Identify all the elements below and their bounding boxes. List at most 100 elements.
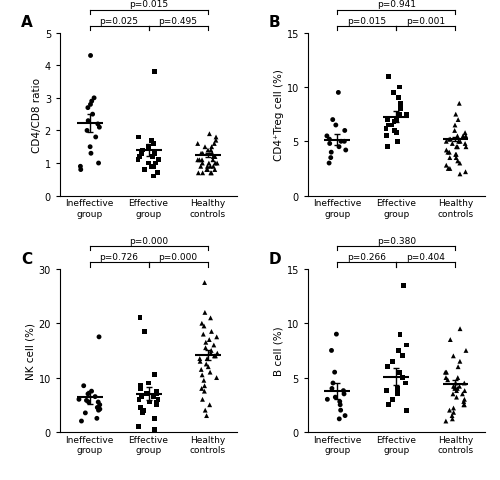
Point	[201, 309, 209, 317]
Point	[462, 133, 470, 141]
Point	[140, 167, 148, 174]
Point	[395, 347, 403, 355]
Point	[96, 406, 104, 413]
Point	[401, 379, 409, 387]
Point	[458, 390, 466, 398]
Point	[210, 352, 218, 360]
Point	[454, 138, 462, 146]
Point	[460, 398, 468, 406]
Point	[452, 155, 460, 162]
Point	[198, 371, 206, 379]
Point	[135, 423, 143, 431]
Text: p=0.404: p=0.404	[406, 252, 446, 261]
Point	[336, 415, 344, 423]
Point	[136, 153, 144, 161]
Point	[150, 150, 158, 158]
Point	[446, 136, 454, 144]
Point	[214, 349, 222, 357]
Point	[196, 156, 203, 164]
Point	[201, 144, 209, 151]
Point	[328, 385, 336, 393]
Point	[196, 163, 204, 171]
Point	[394, 390, 402, 398]
Point	[388, 358, 396, 365]
Point	[84, 390, 92, 398]
Point	[204, 167, 212, 174]
Point	[209, 156, 217, 164]
Point	[150, 163, 158, 171]
Point	[394, 138, 402, 146]
Point	[212, 374, 220, 382]
Point	[398, 352, 406, 360]
Point	[197, 150, 205, 158]
Text: p=0.266: p=0.266	[348, 252, 387, 261]
Text: p=0.380: p=0.380	[377, 236, 416, 245]
Point	[204, 163, 212, 171]
Point	[454, 133, 462, 141]
Point	[340, 387, 347, 395]
Point	[329, 379, 337, 387]
Point	[454, 117, 462, 124]
Point	[138, 150, 145, 158]
Point	[94, 121, 102, 129]
Point	[446, 165, 454, 173]
Point	[80, 382, 88, 390]
Point	[332, 394, 340, 401]
Point	[444, 149, 452, 156]
Point	[446, 149, 454, 156]
Point	[450, 408, 458, 416]
Point	[462, 347, 470, 355]
Point	[202, 344, 209, 352]
Point	[200, 323, 208, 330]
Point	[150, 69, 158, 76]
Point	[138, 147, 146, 155]
Point	[198, 385, 205, 393]
Point	[136, 385, 144, 393]
Point	[448, 415, 456, 423]
Point	[442, 369, 450, 376]
Point	[342, 147, 349, 155]
Point	[207, 347, 215, 355]
Point	[151, 425, 159, 433]
Point	[194, 140, 202, 148]
Point	[460, 396, 468, 403]
Point	[446, 407, 454, 414]
Point	[396, 100, 404, 108]
Point	[96, 401, 104, 409]
Point	[148, 153, 156, 161]
Point	[456, 171, 464, 179]
Text: p=0.015: p=0.015	[348, 16, 387, 25]
Point	[340, 138, 348, 146]
Point	[202, 360, 210, 368]
Point	[95, 333, 103, 341]
Point	[94, 398, 102, 406]
Point	[456, 325, 464, 333]
Point	[382, 387, 390, 395]
Point	[456, 383, 464, 390]
Point	[336, 398, 344, 406]
Point	[94, 160, 102, 168]
Point	[211, 167, 219, 174]
Point	[452, 151, 460, 159]
Point	[394, 385, 402, 393]
Point	[388, 122, 396, 130]
Point	[194, 156, 202, 164]
Point	[399, 374, 407, 382]
Point	[382, 133, 390, 141]
Point	[460, 379, 468, 387]
Point	[388, 396, 396, 403]
Point	[451, 122, 459, 130]
Point	[384, 73, 392, 81]
Point	[134, 156, 142, 164]
Point	[198, 169, 206, 177]
Point	[460, 387, 468, 395]
Point	[328, 347, 336, 355]
Point	[150, 371, 158, 379]
Point	[460, 401, 468, 409]
Point	[147, 163, 155, 171]
Point	[454, 363, 462, 371]
Text: p=0.015: p=0.015	[129, 0, 168, 9]
Point	[75, 396, 83, 403]
Point	[135, 396, 143, 403]
Point	[324, 396, 332, 403]
